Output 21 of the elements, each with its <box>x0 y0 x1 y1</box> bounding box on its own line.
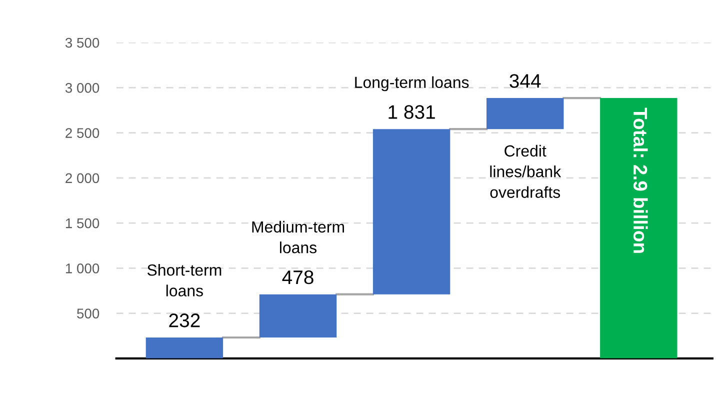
y-tick-label: 2 500 <box>66 128 100 138</box>
bar <box>486 98 564 130</box>
y-tick-label: 3 000 <box>65 82 100 93</box>
x-tick-label: Total: 2.9 billion <box>633 108 648 253</box>
bar <box>259 294 337 338</box>
y-tick-label: 2 000 <box>66 173 100 184</box>
y-tick-label: 1 500 <box>66 218 100 228</box>
y-tick-label: 3 500 <box>65 38 100 48</box>
bar <box>372 129 450 294</box>
x-tick-label: Credit lines/bank overdrafts <box>490 144 562 198</box>
y-tick-label: 1 000 <box>66 264 100 274</box>
x-tick-label: Short-term loans <box>147 264 222 296</box>
y-tick-label: 500 <box>77 308 100 318</box>
data-label: 478 <box>282 270 314 284</box>
data-label: 232 <box>169 314 200 328</box>
bar <box>600 98 678 358</box>
x-tick-label: Long-term loans <box>355 76 469 92</box>
x-tick-label: Medium-term loans <box>252 220 344 254</box>
data-label: 344 <box>510 74 541 88</box>
data-label: 1 831 <box>388 105 435 119</box>
bar <box>146 337 224 358</box>
